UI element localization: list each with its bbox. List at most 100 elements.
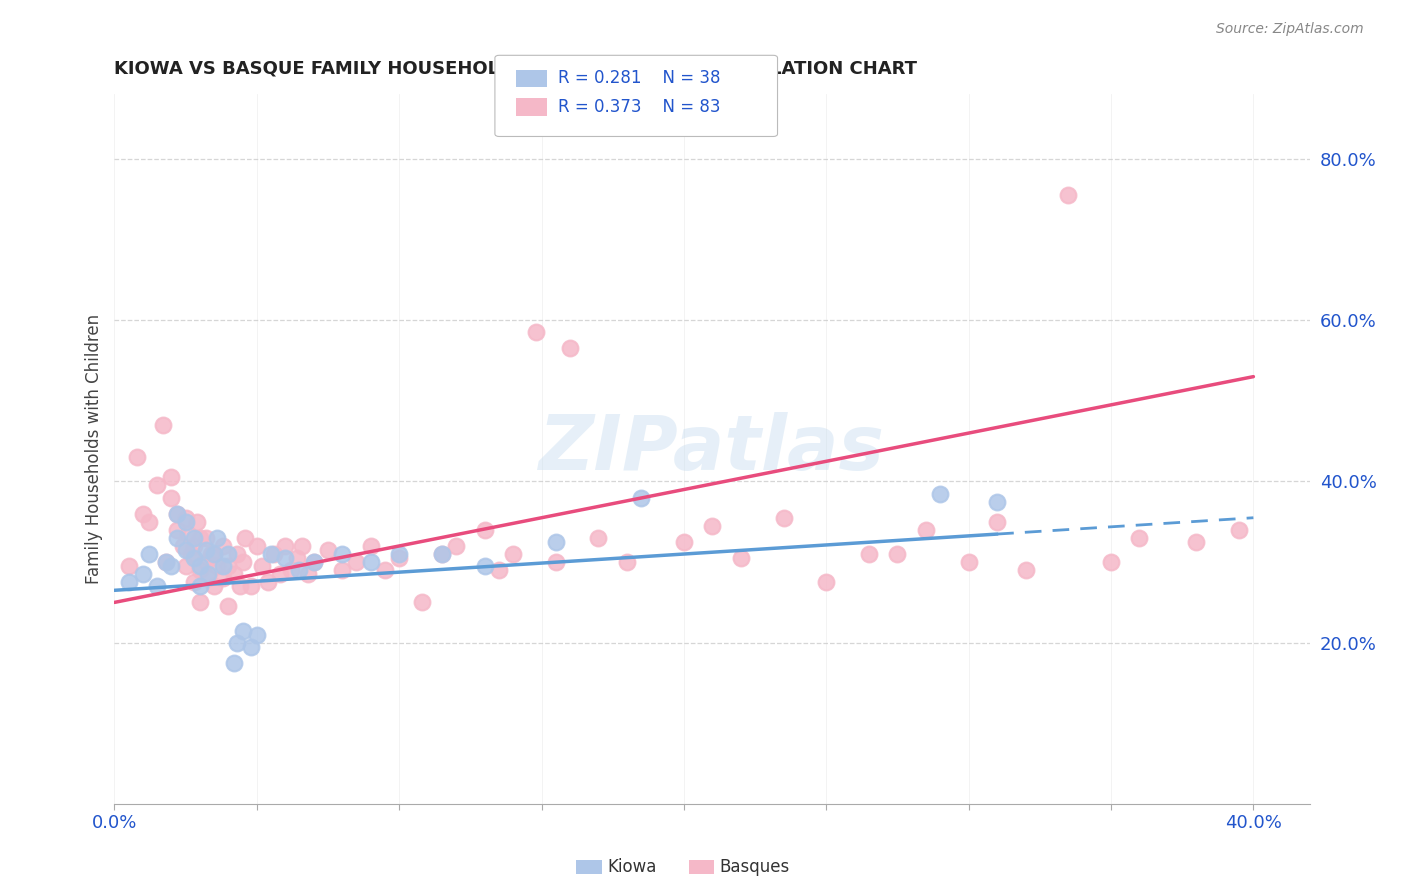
Point <box>217 547 239 561</box>
Point <box>194 555 217 569</box>
Point <box>155 555 177 569</box>
Point <box>302 555 325 569</box>
Point <box>211 559 233 574</box>
Point <box>197 571 219 585</box>
Point <box>246 628 269 642</box>
Point <box>138 547 160 561</box>
Point <box>155 555 177 569</box>
Point <box>188 579 211 593</box>
Point <box>117 559 139 574</box>
Text: R = 0.373    N = 83: R = 0.373 N = 83 <box>558 98 721 116</box>
Point <box>225 547 247 561</box>
Point <box>524 326 547 340</box>
Point <box>174 510 197 524</box>
Point <box>205 559 228 574</box>
Point <box>274 539 297 553</box>
Point <box>388 551 411 566</box>
Point <box>274 551 297 566</box>
Point <box>188 563 211 577</box>
Point <box>915 523 938 537</box>
Point <box>1099 555 1122 569</box>
Point <box>127 450 149 465</box>
Point <box>630 491 652 505</box>
Point <box>217 599 239 614</box>
Point <box>166 531 188 545</box>
Point <box>474 559 496 574</box>
Point <box>160 559 183 574</box>
Point <box>174 543 197 558</box>
Point <box>186 515 208 529</box>
Point <box>1185 535 1208 549</box>
Point <box>211 571 233 585</box>
Point <box>388 547 411 561</box>
Point <box>146 478 169 492</box>
Text: Basques: Basques <box>720 858 790 876</box>
Point <box>183 539 205 553</box>
Point <box>280 563 302 577</box>
Point <box>1227 523 1250 537</box>
Point <box>297 567 319 582</box>
Point <box>360 555 382 569</box>
Point <box>1014 563 1036 577</box>
Point <box>474 523 496 537</box>
Point <box>986 494 1008 508</box>
Point <box>544 535 567 549</box>
Point <box>957 555 980 569</box>
Point <box>430 547 453 561</box>
Point <box>197 567 219 582</box>
Point <box>132 567 155 582</box>
Point <box>1057 188 1080 202</box>
Point <box>558 342 581 356</box>
Point <box>815 575 838 590</box>
Point <box>232 555 254 569</box>
Point <box>346 555 368 569</box>
Point <box>269 567 291 582</box>
Point <box>502 547 524 561</box>
Point <box>166 523 188 537</box>
Point <box>616 555 638 569</box>
Point <box>240 579 263 593</box>
Point <box>188 531 211 545</box>
Point <box>330 547 353 561</box>
Point <box>188 559 211 574</box>
Point <box>235 531 257 545</box>
Point <box>702 518 724 533</box>
Point <box>174 515 197 529</box>
Point <box>288 563 311 577</box>
Point <box>240 640 263 654</box>
Point <box>202 579 225 593</box>
Point <box>183 575 205 590</box>
Point <box>302 555 325 569</box>
Point <box>330 563 353 577</box>
Point <box>222 656 245 670</box>
Point <box>444 539 467 553</box>
Point <box>117 575 139 590</box>
Point <box>1128 531 1150 545</box>
Y-axis label: Family Households with Children: Family Households with Children <box>86 314 103 584</box>
Point <box>160 470 183 484</box>
Point <box>205 531 228 545</box>
Point <box>360 539 382 553</box>
Point <box>166 507 188 521</box>
Point <box>246 539 269 553</box>
Point <box>430 547 453 561</box>
Point <box>285 551 308 566</box>
Point <box>544 555 567 569</box>
Point <box>260 547 283 561</box>
Point <box>232 624 254 638</box>
Point <box>172 539 194 553</box>
Point <box>488 563 510 577</box>
Point <box>174 559 197 574</box>
Point <box>194 531 217 545</box>
Point <box>588 531 610 545</box>
Point <box>772 510 794 524</box>
Point <box>411 595 433 609</box>
Point <box>672 535 695 549</box>
Point <box>316 543 339 558</box>
Point <box>217 559 239 574</box>
Text: Kiowa: Kiowa <box>607 858 657 876</box>
Point <box>183 531 205 545</box>
Text: Source: ZipAtlas.com: Source: ZipAtlas.com <box>1216 22 1364 37</box>
Point <box>257 575 280 590</box>
Point <box>202 547 225 561</box>
